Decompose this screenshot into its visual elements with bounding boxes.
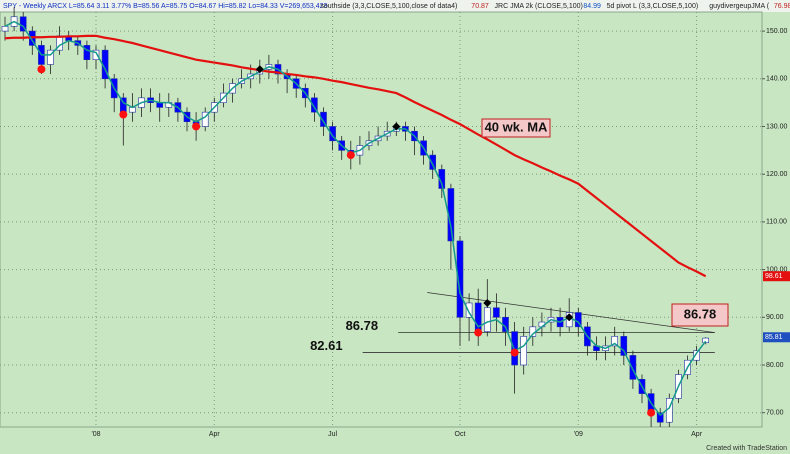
x-tick-label: Oct bbox=[455, 431, 466, 438]
annotation-box bbox=[481, 118, 551, 138]
candle-body bbox=[629, 355, 637, 380]
signal-marker bbox=[565, 313, 574, 322]
price-badge-label: 85.81 bbox=[765, 334, 783, 341]
candle-body bbox=[465, 302, 473, 318]
signal-dot bbox=[647, 408, 656, 417]
level-label: 82.61 bbox=[310, 338, 343, 353]
y-tick-label: 140.00 bbox=[766, 76, 788, 83]
candle-body bbox=[620, 336, 628, 356]
y-tick-label: 70.00 bbox=[766, 410, 784, 417]
candle-body bbox=[329, 126, 336, 142]
candle-body bbox=[656, 412, 664, 423]
footer: Created with TradeStation bbox=[706, 445, 787, 452]
price-badge bbox=[763, 332, 790, 343]
price-badge-label: 98.61 bbox=[765, 273, 783, 280]
x-tick-label: Jul bbox=[328, 431, 337, 438]
x-tick-label: '09 bbox=[574, 431, 583, 438]
y-tick-label: 130.00 bbox=[766, 123, 788, 130]
header-indicator: 5d pivot L (3,3,CLOSE,5,100) bbox=[607, 3, 699, 10]
y-tick-label: 80.00 bbox=[766, 362, 784, 369]
signal-dot bbox=[192, 122, 201, 131]
candle-body bbox=[702, 337, 710, 344]
y-tick-label: 110.00 bbox=[766, 219, 787, 226]
candle-body bbox=[311, 97, 318, 113]
indicator-line bbox=[4, 20, 707, 417]
y-tick-label: 120.00 bbox=[766, 171, 788, 178]
candle-body bbox=[611, 336, 619, 347]
candle-body bbox=[83, 45, 91, 61]
signal-dot bbox=[474, 328, 483, 337]
candle-body bbox=[493, 307, 500, 318]
signal-marker bbox=[392, 122, 401, 131]
signal-marker bbox=[483, 298, 492, 307]
ma-annotation: 40 wk. MA bbox=[485, 119, 548, 134]
candle-body bbox=[1, 26, 9, 32]
candle-body bbox=[693, 350, 700, 361]
signal-dot bbox=[119, 110, 128, 119]
candle-body bbox=[483, 307, 491, 332]
signal-marker bbox=[255, 65, 264, 74]
candle-body bbox=[520, 336, 528, 366]
y-tick-label: 150.00 bbox=[766, 28, 788, 35]
candle-body bbox=[511, 331, 518, 366]
candle-body bbox=[47, 49, 54, 65]
signal-dot bbox=[346, 151, 355, 160]
indicator-line bbox=[4, 34, 707, 278]
header-indicator: 84.99 bbox=[583, 3, 601, 10]
chart-title: SPY - Weekly ARCX L=85.64 3.11 3.77% B=8… bbox=[3, 3, 327, 10]
header-indicator: guydivergeupJMA ( bbox=[709, 3, 770, 10]
header-indicator: 76.98 bbox=[774, 3, 790, 10]
x-tick-label: Apr bbox=[691, 431, 703, 438]
y-tick-label: 90.00 bbox=[766, 314, 784, 321]
candle-body bbox=[92, 49, 100, 61]
header-indicator: JRC JMA 2k (CLOSE,5,100) bbox=[495, 3, 583, 10]
candle-body bbox=[320, 111, 327, 127]
signal-dot bbox=[510, 348, 519, 357]
x-tick-label: '08 bbox=[91, 431, 100, 438]
header-indicator: 70.87 bbox=[471, 3, 489, 10]
x-tick-label: Apr bbox=[209, 431, 221, 438]
price-badge bbox=[763, 271, 790, 282]
y-tick-label: 100.00 bbox=[766, 266, 788, 273]
annotation-box bbox=[671, 303, 729, 327]
header-indicator: southside (3,3,CLOSE,5,100,close of data… bbox=[320, 3, 457, 10]
header-bar bbox=[0, 0, 790, 12]
signal-dot bbox=[37, 65, 46, 74]
level-annotation: 86.78 bbox=[684, 306, 717, 321]
level-label: 86.78 bbox=[346, 318, 379, 333]
candle-body bbox=[429, 154, 437, 170]
candle-body bbox=[456, 240, 464, 318]
